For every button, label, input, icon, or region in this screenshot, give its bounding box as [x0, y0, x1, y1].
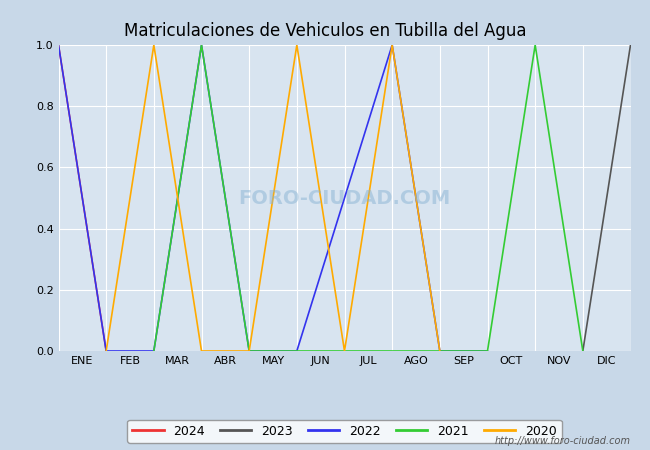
Legend: 2024, 2023, 2022, 2021, 2020: 2024, 2023, 2022, 2021, 2020: [127, 420, 562, 443]
Text: http://www.foro-ciudad.com: http://www.foro-ciudad.com: [495, 436, 630, 446]
Text: Matriculaciones de Vehiculos en Tubilla del Agua: Matriculaciones de Vehiculos en Tubilla …: [124, 22, 526, 40]
Text: FORO-CIUDAD.COM: FORO-CIUDAD.COM: [239, 189, 450, 207]
